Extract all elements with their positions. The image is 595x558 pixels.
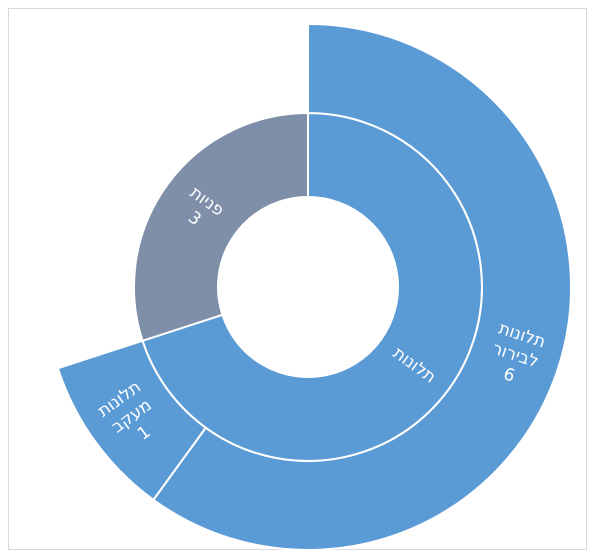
- inner-slice-1: [133, 111, 309, 343]
- outer-slice-1: [56, 339, 208, 502]
- outer-slice-0: [152, 22, 572, 551]
